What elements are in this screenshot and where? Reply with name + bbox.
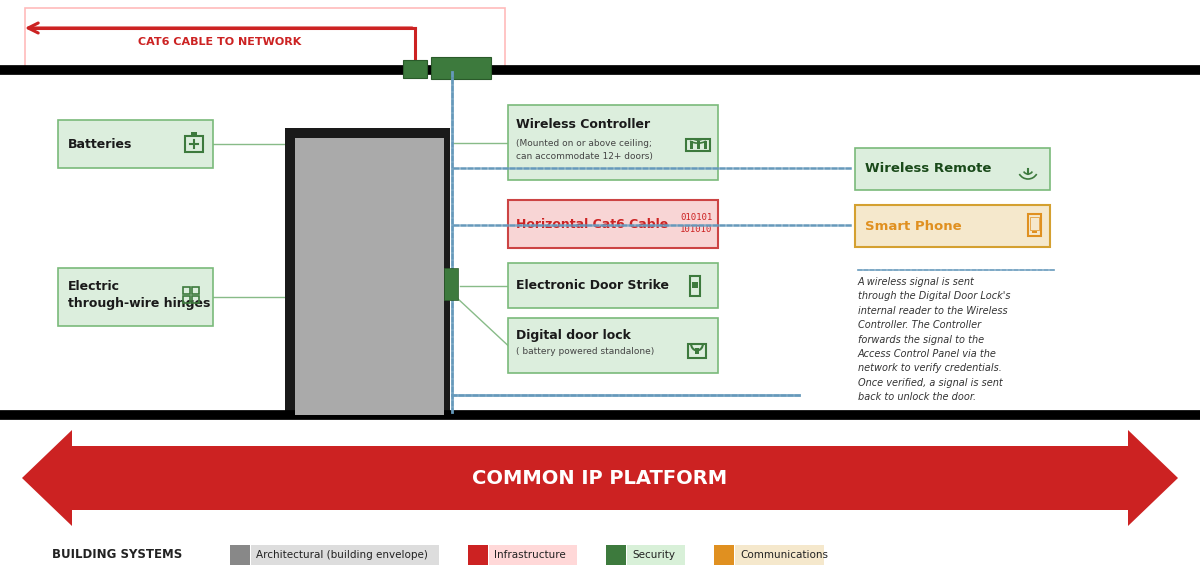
Text: Batteries: Batteries — [68, 138, 132, 150]
FancyBboxPatch shape — [286, 128, 450, 415]
FancyBboxPatch shape — [854, 148, 1050, 190]
Bar — [191, 132, 197, 136]
FancyBboxPatch shape — [431, 57, 491, 79]
FancyBboxPatch shape — [58, 268, 214, 326]
FancyBboxPatch shape — [295, 138, 444, 415]
Bar — [704, 141, 707, 149]
Text: Digital door lock: Digital door lock — [516, 329, 631, 342]
Bar — [697, 141, 700, 149]
Text: 101010: 101010 — [680, 226, 713, 234]
Bar — [182, 287, 190, 294]
Bar — [688, 343, 706, 357]
Text: ( battery powered standalone): ( battery powered standalone) — [516, 347, 654, 356]
Text: through-wire hinges: through-wire hinges — [68, 297, 210, 311]
Bar — [1030, 217, 1039, 230]
Text: BUILDING SYSTEMS: BUILDING SYSTEMS — [52, 549, 182, 561]
FancyBboxPatch shape — [628, 545, 685, 565]
FancyBboxPatch shape — [714, 545, 734, 565]
Text: Architectural (building envelope): Architectural (building envelope) — [256, 550, 428, 560]
Text: Smart Phone: Smart Phone — [865, 220, 961, 233]
FancyBboxPatch shape — [508, 318, 718, 373]
Text: Infrastructure: Infrastructure — [493, 550, 565, 560]
Text: Communications: Communications — [740, 550, 828, 560]
Bar — [1032, 231, 1037, 233]
Text: 010101: 010101 — [680, 213, 713, 223]
Text: Electric: Electric — [68, 279, 120, 293]
FancyBboxPatch shape — [854, 205, 1050, 247]
Text: Wireless Controller: Wireless Controller — [516, 118, 650, 132]
Text: can accommodate 12+ doors): can accommodate 12+ doors) — [516, 153, 653, 161]
Text: COMMON IP PLATFORM: COMMON IP PLATFORM — [473, 469, 727, 487]
Text: A wireless signal is sent
through the Digital Door Lock's
internal reader to the: A wireless signal is sent through the Di… — [858, 277, 1010, 402]
Text: (Mounted on or above ceiling;: (Mounted on or above ceiling; — [516, 139, 652, 147]
Bar — [182, 296, 190, 303]
Bar — [1028, 214, 1042, 236]
Text: Wireless Remote: Wireless Remote — [865, 163, 991, 175]
FancyBboxPatch shape — [736, 545, 824, 565]
FancyBboxPatch shape — [444, 268, 458, 300]
Text: Horizontal Cat6 Cable: Horizontal Cat6 Cable — [516, 217, 668, 230]
Text: Security: Security — [632, 550, 676, 560]
FancyBboxPatch shape — [403, 60, 427, 78]
Polygon shape — [22, 430, 1178, 526]
FancyBboxPatch shape — [508, 263, 718, 308]
FancyBboxPatch shape — [230, 545, 250, 565]
FancyBboxPatch shape — [606, 545, 626, 565]
FancyBboxPatch shape — [58, 120, 214, 168]
Text: Electronic Door Strike: Electronic Door Strike — [516, 279, 670, 292]
Text: CAT6 CABLE TO NETWORK: CAT6 CABLE TO NETWORK — [138, 37, 301, 47]
FancyBboxPatch shape — [508, 105, 718, 180]
Bar — [192, 287, 199, 294]
FancyBboxPatch shape — [488, 545, 577, 565]
FancyBboxPatch shape — [468, 545, 487, 565]
Bar — [192, 296, 199, 303]
FancyBboxPatch shape — [508, 200, 718, 248]
Bar — [690, 141, 694, 149]
Bar — [690, 276, 700, 296]
Bar — [692, 282, 698, 287]
Bar — [185, 136, 203, 152]
Bar — [686, 139, 710, 150]
FancyBboxPatch shape — [251, 545, 439, 565]
Bar — [695, 347, 698, 353]
